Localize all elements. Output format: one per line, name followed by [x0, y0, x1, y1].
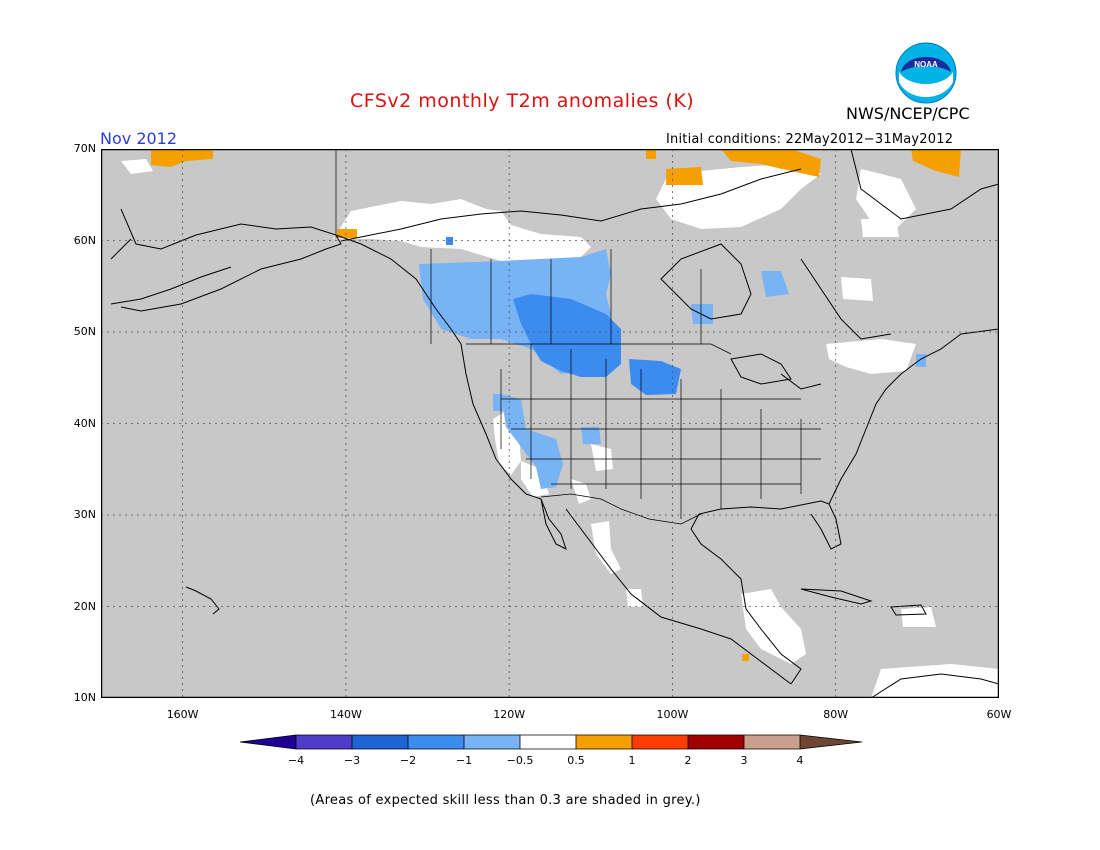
- greenland-coast: [850, 149, 999, 220]
- east-coast: [828, 328, 999, 505]
- labrador-coast: [800, 258, 892, 340]
- white-quebec: [841, 277, 873, 301]
- lat-label: 20N: [73, 599, 96, 613]
- map-frame: [101, 149, 999, 698]
- orange-arctic-spot: [646, 149, 656, 159]
- white-arctic-nw: [121, 159, 153, 174]
- orange-canada-arctic-a: [666, 167, 703, 185]
- lon-label: 100W: [656, 708, 689, 721]
- great-lakes: [730, 353, 822, 390]
- mexico-west-coast: [565, 508, 792, 685]
- lon-label: 160W: [166, 708, 199, 721]
- arctic-coast: [340, 168, 802, 242]
- borders: [335, 149, 821, 525]
- lat-label: 40N: [73, 416, 96, 430]
- lightblue-idaho: [493, 394, 503, 411]
- lat-label: 50N: [73, 325, 96, 338]
- colorbar-bin-7: [632, 735, 688, 749]
- white-labrador: [826, 339, 916, 374]
- lon-label: 140W: [329, 708, 362, 721]
- logo-text: NOAA: [914, 60, 938, 69]
- colorbar-bin-1: [296, 735, 352, 749]
- lightblue-california: [501, 394, 563, 489]
- hudson-bay: [660, 243, 752, 320]
- medblue-bc-spot: [446, 237, 453, 245]
- white-sa-north: [871, 664, 999, 698]
- anomaly-map: [101, 149, 999, 698]
- colorbar-bin-6: [576, 735, 632, 749]
- lat-label: 70N: [73, 142, 96, 155]
- white-ne-island: [861, 219, 899, 237]
- colorbar-bin-3: [408, 735, 464, 749]
- noaa-logo: NOAA: [895, 42, 957, 104]
- white-yukon: [333, 199, 591, 261]
- white-caribbean: [901, 607, 936, 627]
- colorbar-tick-label: 4: [796, 754, 804, 767]
- initial-conditions: Initial conditions: 22May2012−31May2012: [666, 132, 954, 147]
- colorbar-tick-label: 1: [628, 754, 636, 767]
- lon-label: 60W: [986, 708, 1012, 721]
- medium-blue-regions: [446, 237, 681, 395]
- hawaii: [185, 586, 220, 615]
- coastlines: [110, 149, 999, 698]
- colorbar-tick-label: 3: [740, 754, 748, 767]
- canada-province-borders: [430, 249, 702, 344]
- medblue-alberta-sask: [513, 294, 621, 377]
- us-state-grid: [500, 344, 821, 519]
- colorbar-right-arrow: [800, 735, 862, 749]
- colorbar-tick-label: −2: [399, 754, 417, 767]
- white-central-america: [741, 589, 806, 664]
- baja: [540, 498, 567, 550]
- colorbar-tick-label: −1: [455, 754, 473, 767]
- lon-label: 80W: [823, 708, 849, 721]
- chart-title: CFSv2 monthly T2m anomalies (K): [350, 90, 695, 112]
- white-mexico: [591, 521, 621, 574]
- cuba: [800, 588, 873, 605]
- us-west-coast: [460, 343, 542, 500]
- bc-coast: [335, 234, 462, 345]
- forecast-month: Nov 2012: [100, 129, 178, 148]
- lightblue-colorado: [581, 427, 601, 444]
- colorbar-bin-2: [352, 735, 408, 749]
- hispaniola: [890, 604, 927, 616]
- colorbar-bin-5: [520, 735, 576, 749]
- colorbar-tick-label: 2: [684, 754, 692, 767]
- white-greenland-coast: [856, 169, 916, 229]
- alaska-coast: [110, 208, 342, 312]
- sa-north: [870, 673, 999, 698]
- white-four-corners: [591, 444, 613, 471]
- orange-alaska-north: [151, 149, 213, 167]
- orange-yukon-spot: [337, 229, 357, 238]
- colorbar-tick-label: −0.5: [506, 754, 534, 767]
- lat-label: 10N: [73, 691, 96, 704]
- agency-label: NWS/NCEP/CPC: [846, 104, 970, 123]
- aleutians: [110, 266, 232, 305]
- colorbar-left-arrow: [240, 735, 296, 749]
- colorbar-bin-9: [744, 735, 800, 749]
- us-mexico-border: [540, 493, 702, 525]
- colorbar: [240, 734, 862, 750]
- us-canada-border: [466, 343, 732, 355]
- orange-central-america: [742, 654, 749, 661]
- colorbar-bin-8: [688, 735, 744, 749]
- lightblue-hudson: [761, 271, 789, 297]
- lightblue-newfoundland: [916, 354, 926, 367]
- graticule: [101, 149, 999, 698]
- footnote: (Areas of expected skill less than 0.3 a…: [310, 793, 701, 808]
- colorbar-tick-label: 0.5: [567, 754, 585, 767]
- lat-label: 30N: [73, 508, 96, 521]
- lon-label: 120W: [493, 708, 526, 721]
- lat-label: 60N: [73, 233, 96, 247]
- white-mexico-baja: [571, 479, 591, 504]
- orange-greenland: [911, 149, 961, 177]
- colorbar-tick-label: −3: [343, 754, 361, 767]
- colorbar-tick-label: −4: [287, 754, 305, 767]
- colorbar-bin-4: [464, 735, 520, 749]
- medblue-north-dakota: [629, 359, 681, 395]
